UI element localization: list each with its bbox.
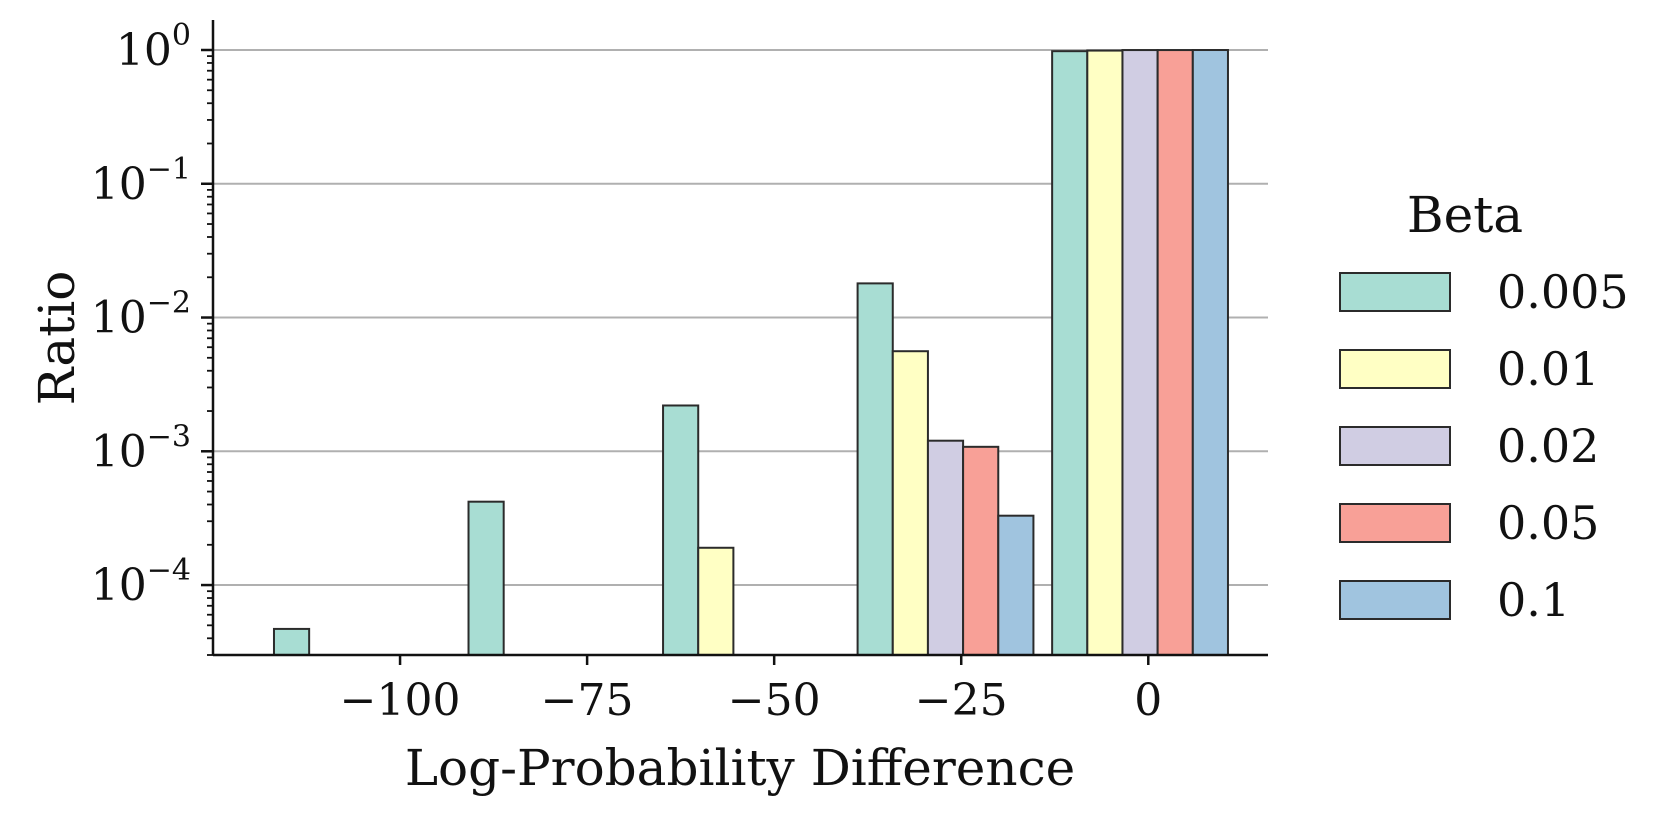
legend-swatch-3 [1339,503,1451,543]
bar-0-0 [272,627,311,656]
legend-label-0: 0.005 [1497,265,1629,319]
y-tick-label-0: 100 [116,18,191,76]
x-tick-label-2: −50 [728,675,821,726]
bar-0-2 [662,404,700,656]
y-tick-label-3: 10−3 [91,419,191,477]
bars [272,49,1229,657]
bar-1-1 [891,350,929,656]
y-axis-label: Ratio [28,271,86,406]
bar-1-2 [1086,49,1124,656]
legend-swatch-1 [1339,349,1451,389]
legend-title: Beta [1407,186,1523,244]
y-ticks: 100 10−1 10−2 10−3 10−4 [91,18,213,656]
legend-swatch-2 [1339,426,1451,466]
legend: Beta 0.005 0.01 0.02 0.05 0.1 [1339,186,1629,627]
bar-0-4 [1051,50,1089,656]
y-tick-label-2: 10−2 [91,286,191,344]
bar-4-1 [1191,49,1229,656]
x-tick-label-1: −75 [541,675,634,726]
legend-label-2: 0.02 [1497,419,1599,473]
y-tick-label-1: 10−1 [91,152,191,210]
legend-label-3: 0.05 [1497,496,1599,550]
bar-3-0 [962,445,1000,656]
x-tick-label-3: −25 [915,675,1008,726]
bar-4-0 [997,514,1035,657]
bar-2-1 [1121,49,1159,657]
x-tick-label-4: 0 [1134,675,1162,726]
x-ticks: −100 −75 −50 −25 0 [340,655,1162,726]
legend-label-1: 0.01 [1497,342,1599,396]
y-tick-label-4: 10−4 [91,553,191,611]
bar-2-0 [926,439,965,657]
x-axis-label: Log-Probability Difference [405,739,1075,797]
bar-3-1 [1156,49,1194,657]
legend-label-4: 0.1 [1497,573,1570,627]
x-tick-label-0: −100 [340,675,461,726]
bar-0-1 [467,500,505,656]
legend-swatch-4 [1339,580,1451,620]
legend-swatch-0 [1339,272,1451,312]
bar-1-0 [697,546,735,656]
bar-0-3 [856,282,894,656]
